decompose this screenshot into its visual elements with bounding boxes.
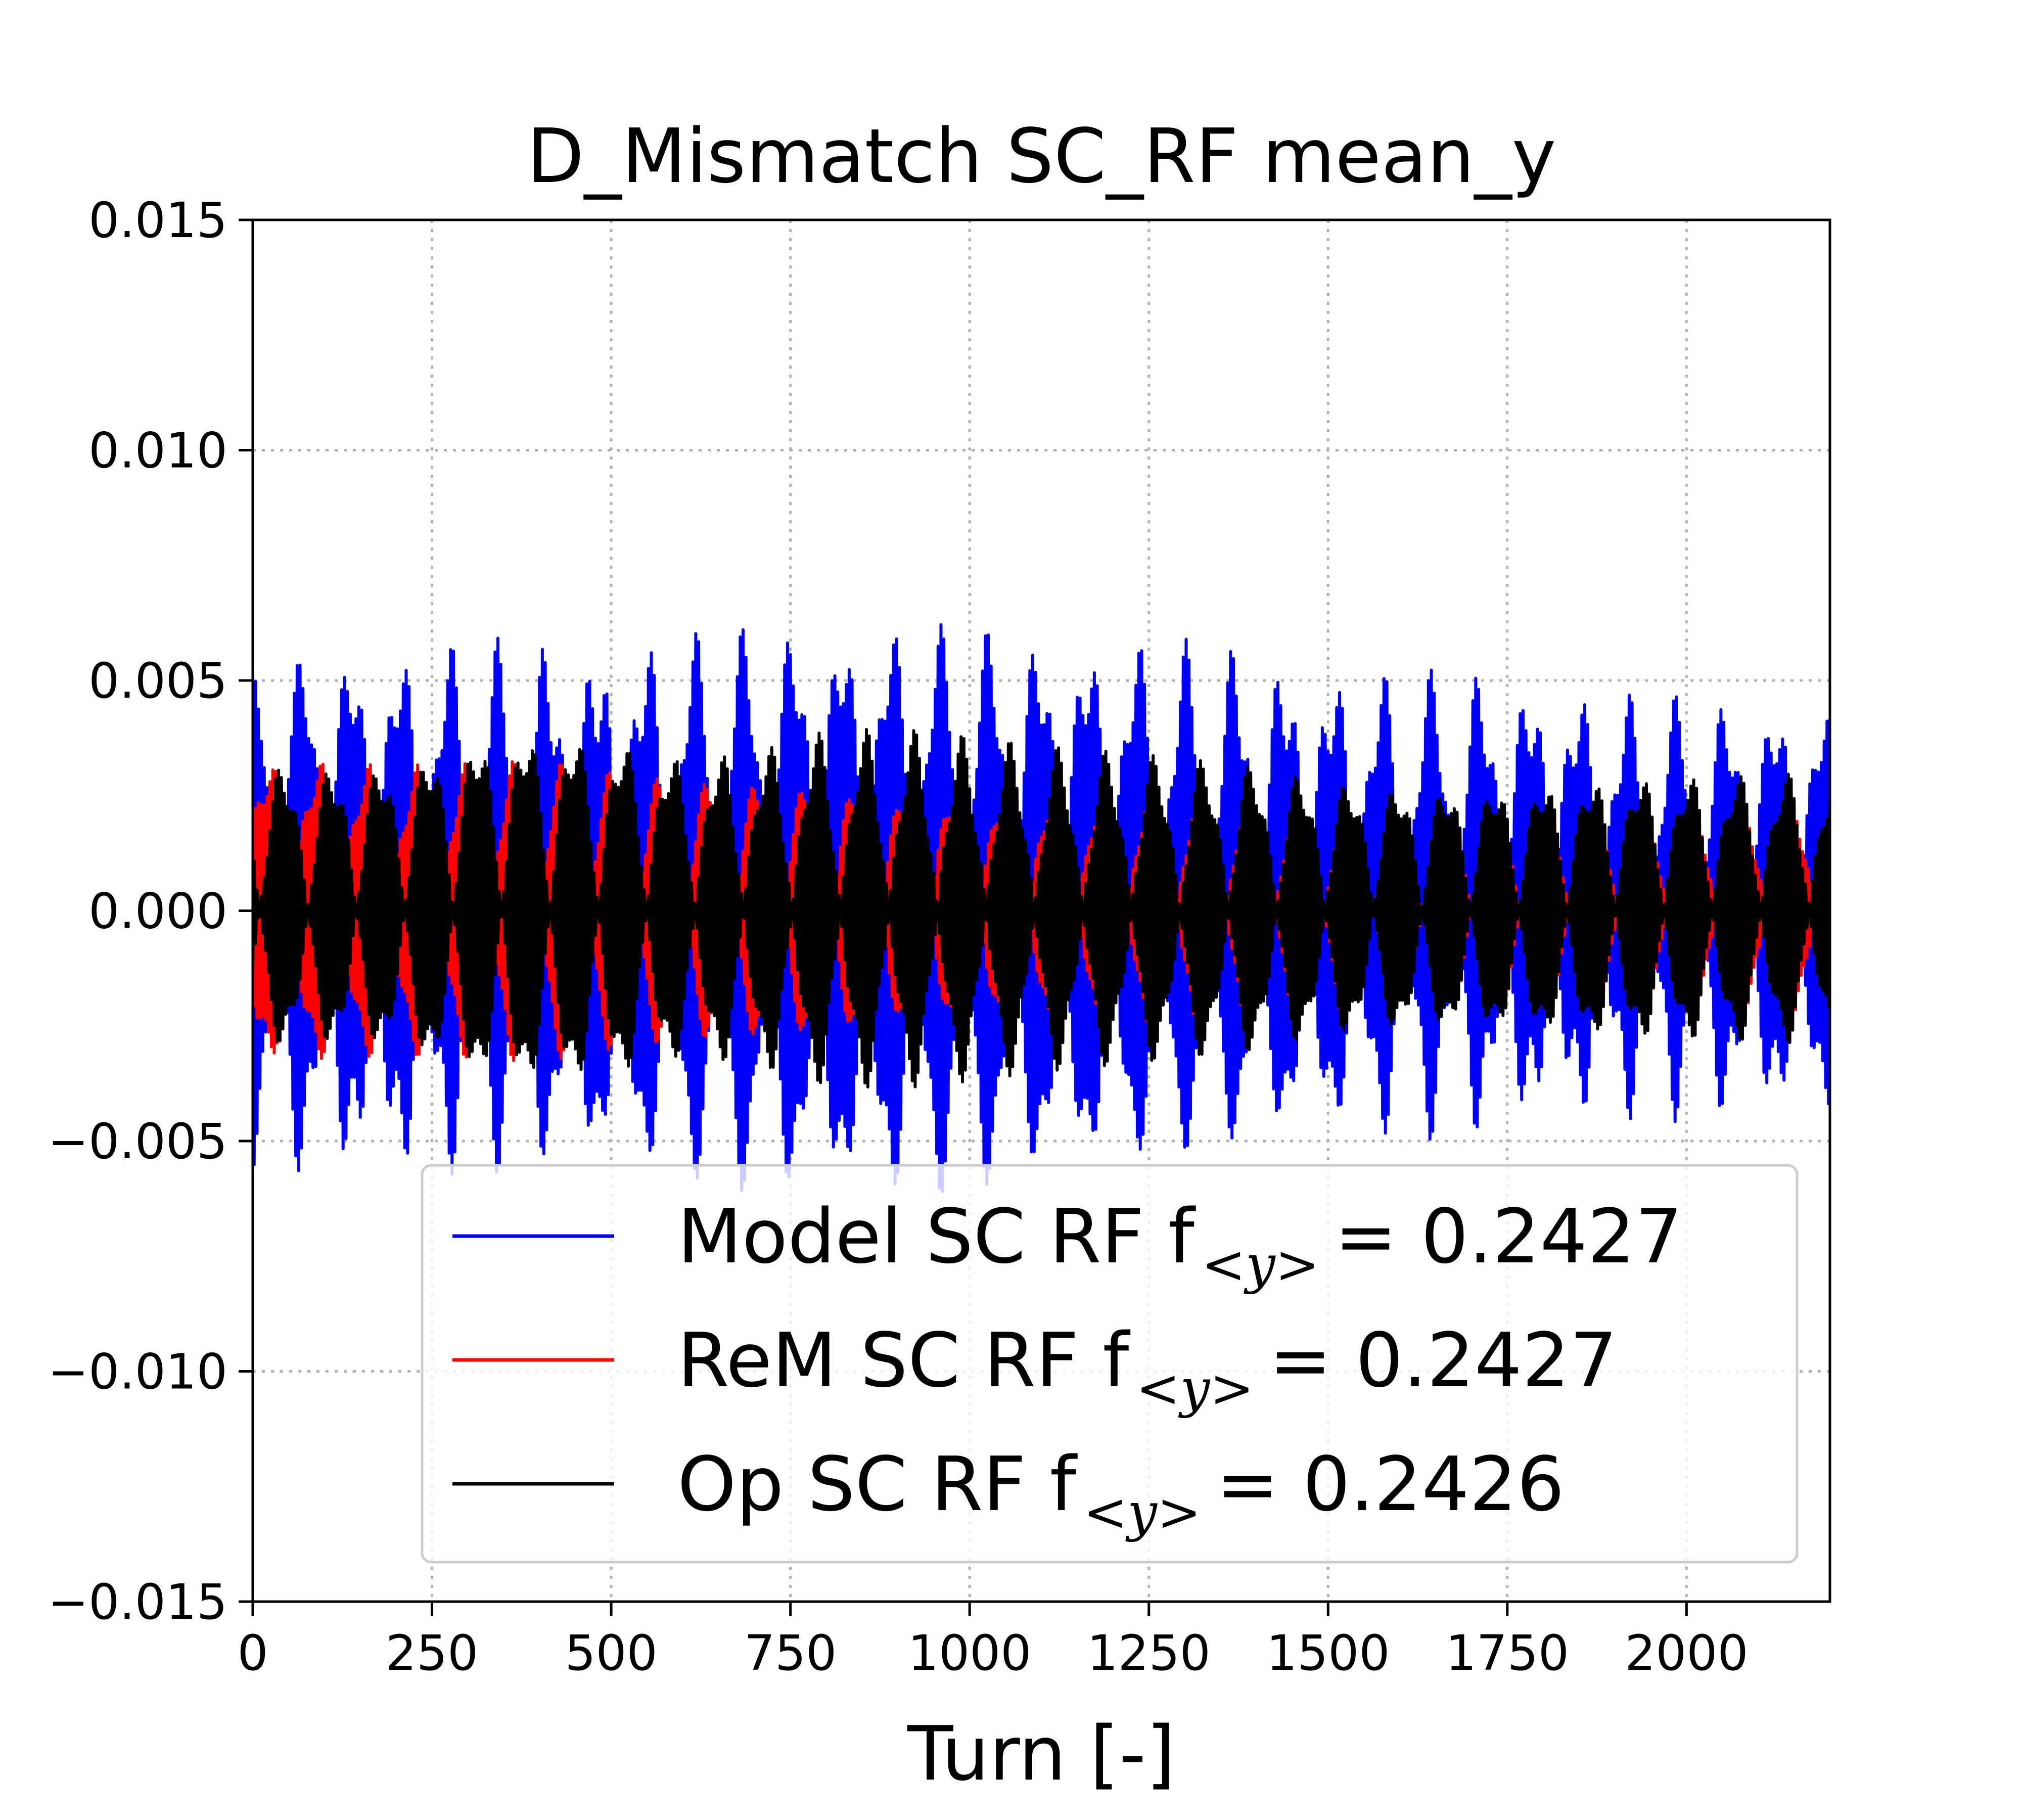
legend-tune-value: = 0.2427: [1269, 1317, 1617, 1404]
x-tick-label: 0: [237, 1625, 268, 1681]
x-tick-label: 1500: [1266, 1625, 1390, 1681]
x-tick-label: 1000: [908, 1625, 1031, 1681]
x-tick-label: 750: [744, 1625, 837, 1681]
y-tick-label: −0.010: [48, 1344, 227, 1400]
legend-tune-value: = 0.2427: [1335, 1193, 1683, 1280]
x-tick-label: 1250: [1087, 1625, 1211, 1681]
legend-series-name: Model SC RF f: [677, 1193, 1196, 1280]
legend-tune-value: = 0.2426: [1216, 1441, 1565, 1528]
series-line-3: [253, 727, 1830, 1089]
legend-entry-1: Model SC RF f <y> = 0.2427: [677, 1193, 1683, 1295]
y-tick-label: 0.010: [88, 423, 227, 479]
legend-entry-3: Op SC RF f <y> = 0.2426: [677, 1441, 1565, 1543]
y-tick-label: −0.005: [48, 1113, 227, 1170]
y-tick-label: 0.005: [88, 653, 227, 709]
legend-subscript: <y>: [1202, 1234, 1319, 1295]
legend-box: [421, 1164, 1799, 1564]
x-tick-label: 1750: [1446, 1625, 1569, 1681]
y-tick-label: 0.000: [88, 883, 227, 940]
x-axis-label: Turn [-]: [907, 1710, 1175, 1797]
y-tick-label: −0.015: [48, 1574, 227, 1630]
legend-subscript: <y>: [1083, 1481, 1201, 1543]
legend-entry-2: ReM SC RF f <y> = 0.2427: [677, 1317, 1617, 1419]
y-tick-label: 0.015: [88, 192, 227, 249]
x-tick-label: 500: [565, 1625, 657, 1681]
x-tick-label: 2000: [1625, 1625, 1748, 1681]
chart-title: D_Mismatch SC_RF mean_y: [527, 113, 1556, 200]
x-axis: 0 250 500 750 1000 1250 1500 1750 2000: [237, 1602, 1749, 1681]
y-axis: 0.015 0.010 0.005 0.000 −0.005 −0.010 −0.015: [48, 192, 253, 1630]
x-tick-label: 250: [386, 1625, 478, 1681]
legend-series-name: ReM SC RF f: [677, 1317, 1130, 1404]
legend-subscript: <y>: [1136, 1357, 1254, 1419]
legend-series-name: Op SC RF f: [677, 1441, 1078, 1528]
series-layer: [253, 623, 1830, 1193]
